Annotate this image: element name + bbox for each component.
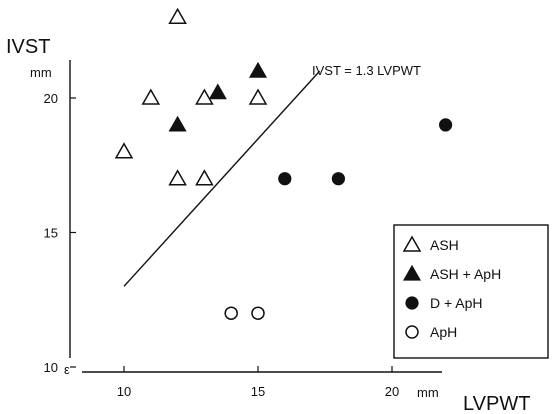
data-point-triangle-open bbox=[248, 88, 268, 105]
y-axis-unit: mm bbox=[30, 65, 52, 80]
data-point-triangle-open bbox=[195, 88, 214, 105]
data-point-circle-filled bbox=[278, 172, 292, 186]
legend-label: D + ApH bbox=[430, 295, 483, 311]
regression-annotation: IVST = 1.3 LVPWT bbox=[312, 63, 421, 78]
data-point-triangle-filled bbox=[168, 115, 187, 132]
y-axis-title: IVST bbox=[6, 36, 50, 58]
reference-line bbox=[123, 70, 321, 287]
x-tick-label: 10 bbox=[117, 384, 131, 399]
data-point-triangle-filled bbox=[248, 61, 268, 78]
y-tick-label: 15 bbox=[44, 226, 58, 241]
legend-label: ASH + ApH bbox=[430, 266, 501, 282]
data-point-triangle-open bbox=[195, 169, 214, 186]
data-point-circle-open bbox=[224, 306, 238, 320]
legend-label: ApH bbox=[430, 324, 457, 340]
data-marks bbox=[114, 7, 453, 320]
data-point-circle-open bbox=[251, 306, 265, 320]
data-point-triangle-filled bbox=[208, 83, 227, 100]
legend-marker-triangle-filled bbox=[402, 264, 422, 281]
legend-marker-triangle-open bbox=[402, 235, 422, 252]
data-point-triangle-open bbox=[141, 88, 161, 105]
x-tick-label: 20 bbox=[385, 384, 399, 399]
y-tick-label: 20 bbox=[44, 91, 58, 106]
data-point-triangle-open bbox=[114, 142, 134, 159]
legend-marker-circle-filled bbox=[405, 296, 419, 310]
x-axis-title: LVPWT bbox=[463, 393, 530, 414]
data-point-circle-filled bbox=[439, 118, 453, 132]
legend-label: ASH bbox=[430, 237, 459, 253]
legend-box bbox=[393, 224, 549, 359]
axis-break-mark: ε bbox=[64, 362, 70, 377]
y-tick-label: 10 bbox=[44, 360, 58, 375]
data-point-circle-filled bbox=[331, 172, 345, 186]
x-axis-unit: mm bbox=[417, 385, 439, 400]
legend: ASH ASH + ApH D + ApH ApH bbox=[393, 224, 549, 359]
axes: ε bbox=[64, 60, 442, 377]
x-tick-label: 15 bbox=[251, 384, 265, 399]
data-point-triangle-open bbox=[168, 169, 187, 186]
data-point-triangle-open bbox=[168, 7, 187, 25]
legend-marker-circle-open bbox=[405, 325, 419, 339]
ticks: 10 15 20 10 15 20 bbox=[44, 91, 400, 399]
